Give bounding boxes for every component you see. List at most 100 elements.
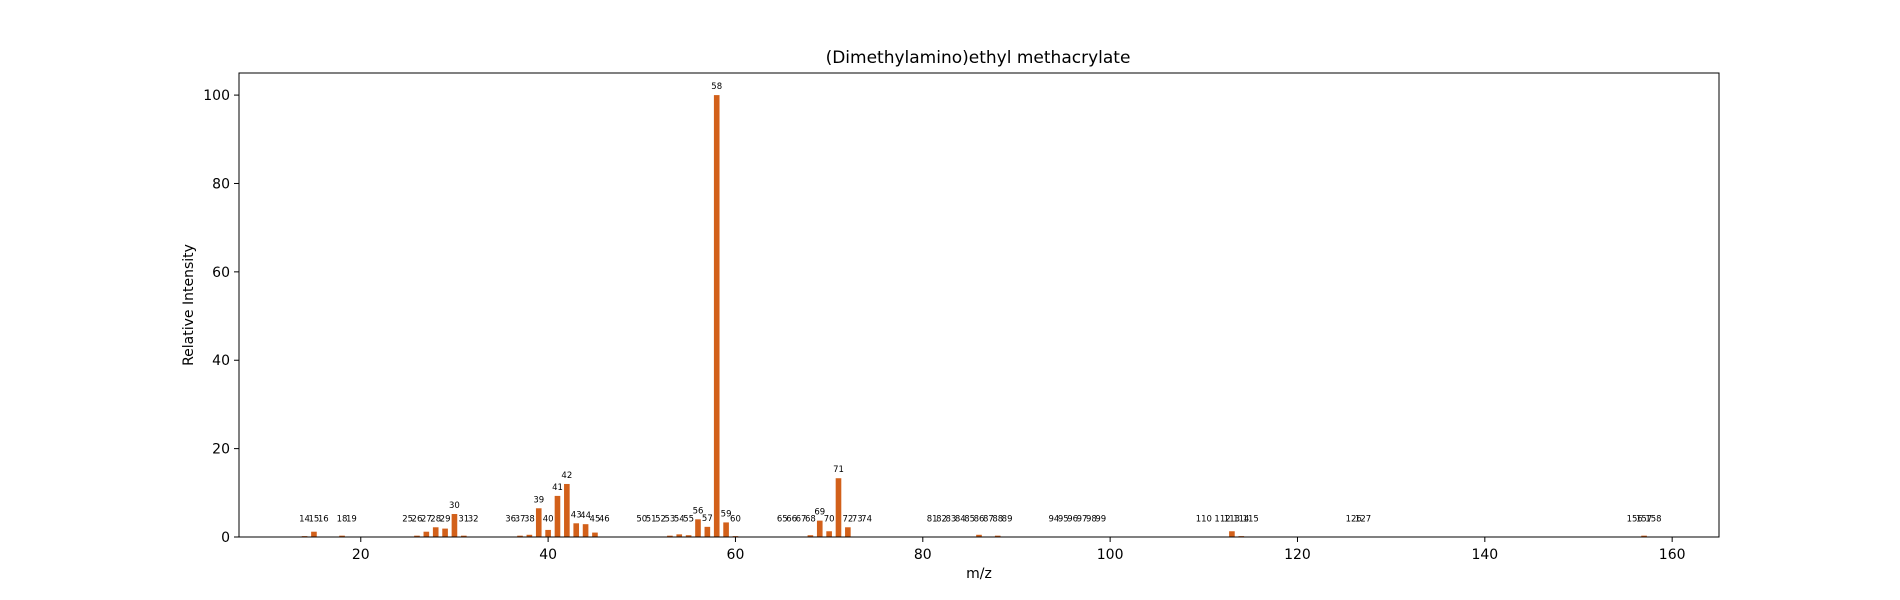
bar-mz-label: 115 [1243,514,1259,524]
bar-mz-label: 99 [1095,514,1106,524]
y-axis-title: Relative Intensity [181,244,197,366]
bar-mz-label: 82 [936,514,947,524]
spectrum-bar [676,534,683,537]
bar-mz-label: 84 [955,514,966,524]
x-tick-label: 80 [914,547,932,563]
spectrum-bar [554,495,561,537]
x-tick-label: 60 [727,547,745,563]
bar-mz-label: 81 [927,514,938,524]
spectrum-bar [545,529,551,537]
spectrum-bar [451,514,458,537]
spectrum-bar [816,520,823,537]
spectrum-bar [685,535,692,537]
x-tick-label: 40 [539,547,557,563]
bar-mz-label: 96 [1067,514,1078,524]
bar-mz-label: 28 [430,514,441,524]
bar-mz-label: 157 [1636,514,1652,524]
bar-mz-label: 58 [711,82,722,92]
spectrum-bar [976,534,982,537]
bar-mz-label: 88 [992,514,1003,524]
bar-mz-label: 16 [318,514,329,524]
x-tick-label: 100 [1097,547,1124,563]
spectrum-bar [826,531,832,537]
bar-mz-label: 42 [561,471,572,481]
x-tick-label: 140 [1471,547,1498,563]
bar-mz-label: 29 [440,514,451,524]
bar-mz-label: 18 [337,514,348,524]
spectrum-bar [704,526,711,537]
bar-mz-label: 95 [1058,514,1069,524]
bar-mz-label: 71 [833,465,844,475]
spectrum-bar [667,535,673,537]
bar-mz-label: 56 [693,506,704,516]
x-axis-title: m/z [966,566,992,582]
bar-mz-label: 41 [552,483,563,493]
bar-mz-label: 127 [1355,514,1371,524]
spectrum-bar [723,522,729,537]
bar-mz-label: 43 [571,510,582,520]
bar-mz-label: 36 [505,514,516,524]
spectrum-bar [535,508,542,537]
bar-mz-label: 87 [983,514,994,524]
spectrum-bar [835,478,842,537]
bar-mz-label: 65 [777,514,788,524]
bar-mz-label: 32 [468,514,479,524]
bar-mz-label: 46 [599,514,610,524]
bar-mz-label: 83 [945,514,956,524]
bar-mz-label: 26 [412,514,423,524]
y-tick-label: 100 [203,88,230,104]
bar-mz-label: 74 [861,514,872,524]
bar-mz-label: 114 [1233,514,1249,524]
spectrum-bar [807,535,814,537]
spectrum-bar [432,527,439,537]
bar-mz-label: 59 [721,509,732,519]
bar-mz-label: 37 [515,514,526,524]
bar-mz-label: 158 [1645,514,1661,524]
bar-mz-label: 57 [702,514,713,524]
plot-frame [238,72,1720,538]
spectrum-bar [695,519,701,537]
chart-title: (Dimethylamino)ethyl methacrylate [826,48,1131,68]
y-tick-label: 0 [221,530,230,546]
bar-mz-label: 126 [1346,514,1362,524]
bar-mz-label: 52 [655,514,666,524]
bar-mz-label: 39 [533,495,544,505]
spectrum-bar [573,523,580,537]
bar-mz-label: 85 [964,514,975,524]
bar-mz-label: 66 [786,514,797,524]
bar-mz-label: 15 [309,514,320,524]
bar-mz-label: 110 [1196,514,1212,524]
bar-mz-label: 51 [646,514,657,524]
spectrum-bar [845,527,851,537]
y-axis-ticks: 0 20 40 60 80 100 [203,88,239,546]
spectrum-bar [564,483,570,537]
spectrum-bar [339,535,345,537]
bar-mz-label: 113 [1224,514,1240,524]
spectrum-bar [582,524,589,537]
x-tick-label: 120 [1284,547,1311,563]
y-tick-label: 40 [212,353,230,369]
bar-mz-label: 67 [796,514,807,524]
x-tick-label: 20 [352,547,370,563]
bar-mz-label: 54 [674,514,685,524]
bar-mz-label: 50 [636,514,647,524]
bar-mz-label: 72 [842,514,853,524]
bar-mz-label: 156 [1627,514,1643,524]
bar-mz-label: 69 [814,508,825,518]
spectrum-bar [442,528,448,537]
bar-mz-label: 53 [664,514,675,524]
bar-mz-label: 86 [974,514,985,524]
bar-mz-label: 68 [805,514,816,524]
spectrum-bar [592,532,598,537]
spectrum-bar [1229,531,1235,537]
bar-mz-label: 60 [730,514,741,524]
bar-mz-label: 112 [1214,514,1230,524]
bar-mz-label: 98 [1086,514,1097,524]
y-tick-label: 20 [212,442,230,458]
bar-mz-label: 70 [824,514,835,524]
bar-mz-label: 55 [683,514,694,524]
spectrum-bar [526,534,533,537]
bar-mz-label: 31 [458,514,469,524]
spectrum-bar [1641,535,1647,537]
